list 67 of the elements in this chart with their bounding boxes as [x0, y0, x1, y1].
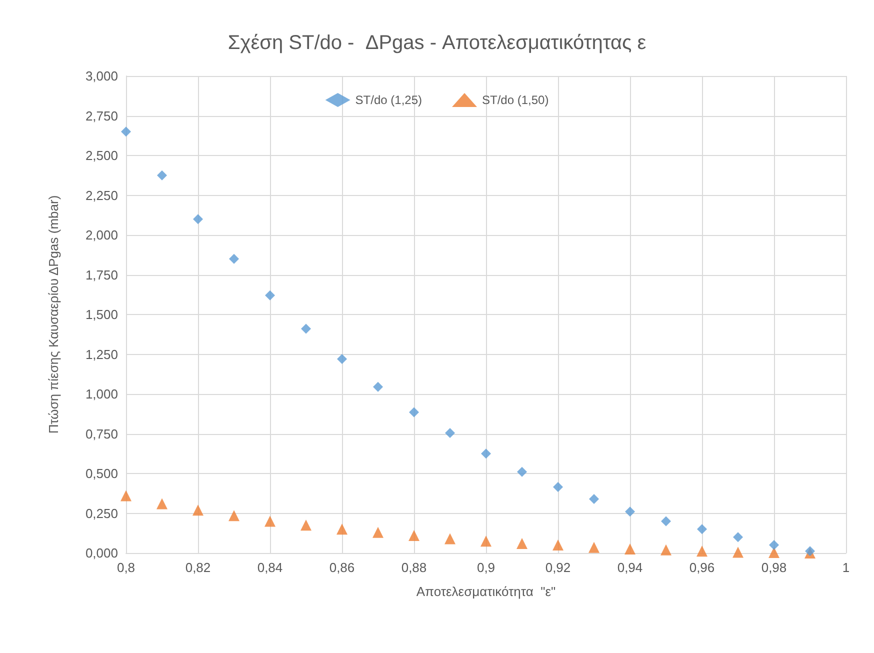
- point: [732, 546, 744, 558]
- x-tick-label: 0,9: [476, 560, 496, 575]
- point: [697, 524, 707, 534]
- legend-label: ST/do (1,50): [482, 93, 549, 107]
- point: [156, 498, 168, 510]
- point: [192, 504, 204, 516]
- x-tick-label: 0,8: [116, 560, 136, 575]
- y-tick-label: 1,000: [85, 386, 118, 402]
- x-tick-label: 0,94: [617, 560, 643, 575]
- y-tick-label: 1,750: [85, 267, 118, 282]
- point: [481, 448, 491, 459]
- point: [372, 526, 384, 538]
- point: [409, 407, 419, 418]
- point: [625, 506, 635, 517]
- point: [589, 494, 599, 504]
- x-tick-label: 1: [842, 560, 850, 575]
- y-tick-label: 1,250: [85, 346, 118, 362]
- y-tick-label: 0,000: [85, 546, 118, 560]
- point: [229, 254, 239, 264]
- point: [517, 466, 527, 477]
- point: [661, 516, 671, 526]
- legend-label: ST/do (1,25): [355, 93, 422, 107]
- x-tick-label: 0,92: [545, 560, 571, 575]
- x-axis-title: Αποτελεσματικότητα "ε": [416, 584, 556, 599]
- y-tick-label: 2,500: [85, 148, 118, 163]
- point: [768, 547, 780, 558]
- point: [588, 542, 600, 553]
- point: [696, 546, 708, 557]
- point: [445, 428, 455, 438]
- point: [769, 540, 779, 550]
- point: [660, 544, 672, 556]
- point: [552, 540, 564, 551]
- point: [193, 214, 203, 224]
- y-tick-label: 1,500: [85, 307, 118, 322]
- y-tick-label: 0,250: [85, 506, 118, 521]
- chart-title: Σχέση ST/do - ΔPgas - Αποτελεσματικότητας ε: [228, 32, 646, 54]
- x-tick-label: 0,82: [185, 560, 211, 575]
- x-tick-label: 0,86: [329, 560, 355, 575]
- point: [300, 520, 312, 531]
- point: [516, 538, 528, 549]
- x-tick-label: 0,98: [761, 560, 787, 575]
- point: [301, 324, 311, 334]
- y-tick-label: 2,000: [85, 228, 118, 242]
- point: [480, 536, 492, 547]
- point: [157, 170, 167, 180]
- point: [733, 532, 743, 542]
- y-tick-label: 0,500: [85, 466, 118, 481]
- x-tick-label: 0,84: [257, 560, 283, 575]
- point: [264, 516, 276, 527]
- x-tick-label: 0,88: [401, 560, 427, 575]
- point: [408, 530, 420, 542]
- point: [337, 354, 347, 364]
- point: [624, 544, 636, 555]
- point: [120, 490, 132, 502]
- point: [228, 510, 240, 522]
- point: [265, 290, 275, 300]
- point: [553, 482, 563, 492]
- point: [444, 533, 456, 544]
- y-tick-label: 2,250: [85, 188, 118, 203]
- x-tick-label: 0,96: [689, 560, 715, 575]
- y-axis-title: Πτώση πίεσης Καυσαερίου ΔPgas (mbar): [46, 195, 61, 434]
- point: [121, 126, 131, 137]
- point: [373, 382, 383, 392]
- y-tick-label: 2,750: [85, 108, 118, 124]
- y-tick-label: 0,750: [85, 426, 118, 442]
- y-tick-label: 3,000: [85, 68, 118, 84]
- point: [336, 524, 348, 535]
